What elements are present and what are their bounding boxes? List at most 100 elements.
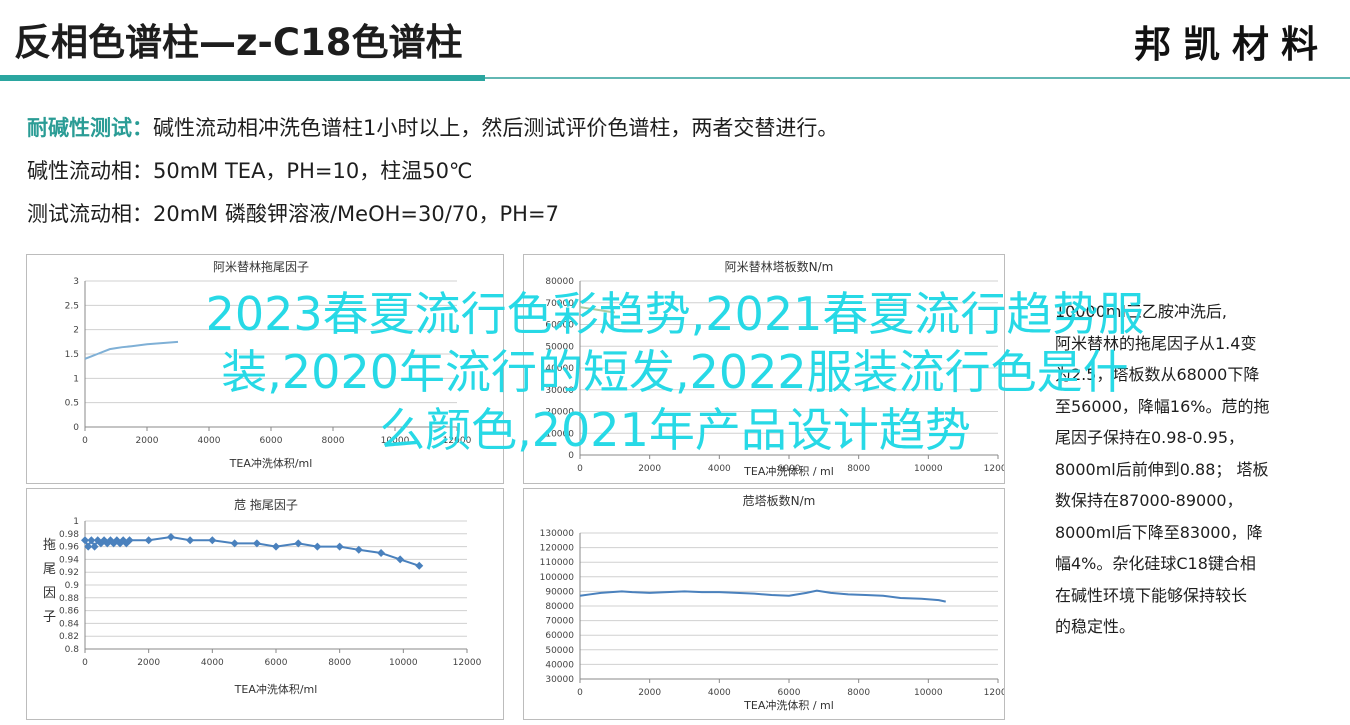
- y-tick-label: 0.5: [65, 399, 79, 409]
- data-point: [186, 536, 195, 545]
- data-point: [119, 536, 128, 545]
- x-tick-label: 4000: [708, 464, 731, 474]
- chart-svg: 阿米替林拖尾因子 0 0.5 1 1.5 2 2.5 3 0 2000 4000 6000 8000 10…: [65, 260, 472, 470]
- y-tick-label: 110000: [540, 558, 575, 568]
- y-tick-label: 1.5: [65, 350, 79, 360]
- chart-amitriptyline-tailing: 阿米替林拖尾因子 0 0.5 1 1.5 2 2.5 3 0 2000 4000 6000 8000 10…: [26, 254, 504, 484]
- x-tick-label: 6000: [778, 688, 801, 698]
- data-point: [112, 536, 121, 545]
- y-tick-label: 70000: [545, 617, 574, 627]
- x-tick-label: 2000: [137, 658, 160, 668]
- x-tick-label: 0: [82, 436, 88, 446]
- side-text-line: 在碱性环境下能够保持较长: [1055, 585, 1248, 605]
- x-tick-label: 0: [577, 688, 583, 698]
- y-tick-label: 50000: [545, 646, 574, 656]
- intro-line-2-label: 碱性流动相：: [27, 159, 153, 183]
- data-point: [84, 542, 93, 551]
- intro-line-3-text: 20mM 磷酸钾溶液/MeOH=30/70，PH=7: [153, 202, 559, 226]
- y-tick-label: 40000: [545, 660, 574, 670]
- chart-title: 阿米替林塔板数N/m: [725, 259, 834, 274]
- x-tick-label: 10000: [914, 464, 943, 474]
- data-point: [396, 555, 405, 564]
- x-tick-label: 0: [577, 464, 583, 474]
- x-tick-label: 2000: [638, 688, 661, 698]
- y-tick-label: 130000: [540, 529, 575, 539]
- data-point: [377, 549, 386, 557]
- data-point: [90, 542, 99, 551]
- x-tick-label: 6000: [260, 436, 283, 446]
- x-tick-label: 2000: [136, 436, 159, 446]
- y-tick-label: 0.92: [59, 568, 79, 578]
- x-tick-label: 10000: [381, 436, 410, 446]
- y-tick-label: 120000: [540, 544, 575, 554]
- intro-line-1-label: 耐碱性测试：: [27, 116, 153, 140]
- side-text-line: 为2.5，塔板数从68000下降: [1055, 365, 1260, 384]
- side-text-line: 8000ml后下降至83000，降: [1055, 522, 1263, 542]
- x-tick-label: 4000: [201, 658, 224, 668]
- header: 反相色谱柱—z-C18色谱柱 邦凯材料: [0, 0, 1350, 81]
- data-point: [294, 539, 303, 548]
- y-tick-label: 60000: [545, 631, 574, 641]
- side-text-line: 10000ml三乙胺冲洗后,: [1055, 302, 1228, 321]
- y-tick-label: 0.88: [59, 594, 79, 604]
- data-point: [230, 539, 239, 548]
- y-tick-label: 0.86: [59, 607, 79, 617]
- y-tick-label: 10000: [545, 429, 574, 439]
- y-tick-label: 0.82: [59, 632, 79, 642]
- intro-line-3-label: 测试流动相：: [27, 202, 153, 226]
- data-point: [313, 542, 322, 551]
- y-tick-label: 1: [73, 517, 79, 527]
- y-tick-label: 0: [73, 423, 79, 433]
- y-tick-label: 50000: [545, 342, 574, 352]
- chart-title: 苊塔板数N/m: [743, 493, 816, 508]
- y-tick-label: 3: [73, 277, 79, 287]
- y-axis-label: 拖尾因子: [43, 538, 56, 625]
- x-tick-label: 8000: [328, 658, 351, 668]
- intro-line-1-text: 碱性流动相冲洗色谱柱1小时以上，然后测试评价色谱柱，两者交替进行。: [153, 116, 839, 140]
- intro-line-2: 碱性流动相：50mM TEA，PH=10，柱温50℃: [27, 155, 473, 185]
- x-tick-label: 6000: [265, 658, 288, 668]
- y-tick-label: 0.98: [59, 530, 79, 540]
- y-tick-label: 0: [568, 451, 574, 461]
- intro-line-1: 耐碱性测试：碱性流动相冲洗色谱柱1小时以上，然后测试评价色谱柱，两者交替进行。: [27, 112, 838, 142]
- y-tick-label: 60000: [545, 321, 574, 331]
- y-tick-label: 0.8: [65, 645, 80, 655]
- page-title: 反相色谱柱—z-C18色谱柱: [14, 21, 463, 64]
- y-tick-label: 90000: [545, 587, 574, 597]
- header-divider: [0, 77, 1350, 79]
- x-tick-label: 8000: [322, 436, 345, 446]
- y-tick-label: 30000: [545, 386, 574, 396]
- y-tick-label: 1: [73, 374, 79, 384]
- y-tick-label: 0.96: [59, 543, 79, 553]
- side-text-line: 尾因子保持在0.98-0.95，: [1055, 428, 1245, 447]
- x-tick-label: 8000: [847, 464, 870, 474]
- data-point: [208, 536, 217, 545]
- x-tick-label: 12000: [443, 436, 472, 446]
- x-axis-label: TEA冲洗体积 / ml: [743, 698, 834, 712]
- data-point: [100, 536, 109, 545]
- data-point: [166, 533, 175, 541]
- x-tick-label: 4000: [708, 688, 731, 698]
- y-tick-label: 40000: [545, 364, 574, 374]
- data-point: [415, 561, 424, 570]
- series-line: [84, 340, 179, 360]
- y-tick-label: 80000: [545, 277, 574, 287]
- intro-line-3: 测试流动相：20mM 磷酸钾溶液/MeOH=30/70，PH=7: [27, 198, 559, 228]
- chart-svg: 阿米替林塔板数N/m010000200003000040000500006000…: [545, 259, 1004, 478]
- data-point: [125, 536, 134, 545]
- y-tick-label: 20000: [545, 408, 574, 418]
- x-axis-label: TEA冲洗体积/ml: [234, 682, 318, 696]
- y-tick-label: 2.5: [65, 301, 79, 311]
- x-tick-label: 4000: [198, 436, 221, 446]
- data-point: [87, 536, 96, 545]
- intro-line-2-text: 50mM TEA，PH=10，柱温50℃: [153, 159, 473, 183]
- chart-title: 阿米替林拖尾因子: [213, 260, 309, 274]
- data-point: [93, 536, 102, 545]
- data-point: [144, 536, 153, 545]
- y-tick-label: 30000: [545, 675, 574, 685]
- chart-acenaphthene-tailing: 苊 拖尾因子 0.8 0.82 0.84 0.86 0.88 0.9 0.92 0.94 0.96…: [26, 488, 504, 720]
- x-tick-label: 10000: [389, 658, 418, 668]
- series-line: [579, 306, 615, 314]
- data-point: [81, 536, 89, 545]
- series-line: [84, 535, 420, 567]
